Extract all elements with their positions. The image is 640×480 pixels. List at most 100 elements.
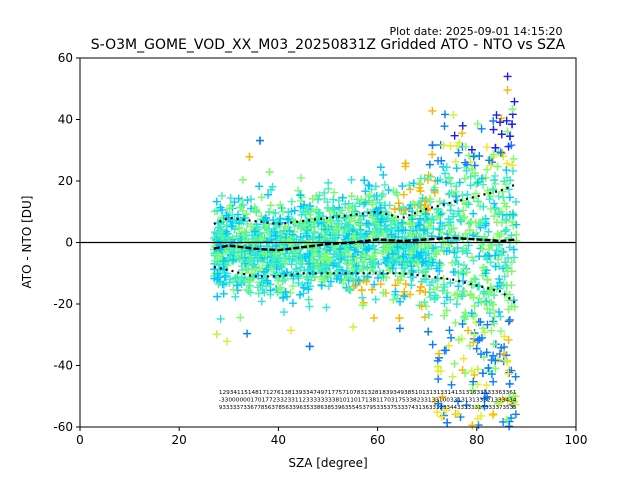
scatter-point [358,293,367,302]
scatter-point [426,172,435,181]
scatter-point [288,282,297,291]
scatter-point [494,250,503,259]
scatter-point [461,158,470,167]
x-tick-label: 60 [370,433,385,447]
scatter-point [490,171,499,180]
scatter-point [500,272,509,281]
scatter-point [369,313,378,322]
scatter-point [330,205,339,214]
scatter-point [219,257,228,266]
scatter-point [368,228,377,237]
scatter-point [491,204,500,213]
scatter-point [459,354,468,363]
scatter-point [452,164,461,173]
scatter-point [321,244,330,253]
scatter-point [467,217,476,226]
scatter-point [421,288,430,297]
scatter-point [453,397,462,406]
scatter-point [474,197,483,206]
scatter-point [401,159,410,168]
scatter-point [442,306,451,315]
scatter-point [496,118,505,127]
scatter-point [424,310,433,319]
scatter-point [260,288,269,297]
scatter-point [286,326,295,335]
scatter-point [290,206,299,215]
scatter-point [496,327,505,336]
scatter-point [333,267,342,276]
scatter-point [451,192,460,201]
scatter-point [348,264,357,273]
scatter-point [458,121,467,130]
scatter-point [275,256,284,265]
scatter-point [350,216,359,225]
scatter-point [440,299,449,308]
scatter-point [390,216,399,225]
scatter-point [491,179,500,188]
scatter-point [392,258,401,267]
scatter-point [489,117,498,125]
scatter-point [468,253,477,262]
scatter-point [482,381,491,390]
scatter-point [509,210,518,219]
scatter-point [243,329,252,338]
stats-row: -330000001701772332331123333333381011017… [219,398,517,404]
scatter-point [416,282,425,291]
scatter-point [481,173,490,182]
scatter-point [505,393,514,402]
scatter-point [479,287,488,296]
scatter-point [502,261,511,270]
scatter-point [480,402,489,411]
scatter-point [415,221,424,230]
scatter-point [341,228,350,237]
scatter-point [470,169,479,178]
scatter-point [504,317,513,326]
scatter-point [503,415,512,424]
scatter-point [440,311,449,320]
scatter-point [448,372,457,381]
scatter-point [491,251,500,260]
scatter-point [437,402,446,411]
scatter-point [262,237,271,246]
scatter-point [421,267,430,276]
scatter-point [430,185,439,194]
scatter-point [372,211,381,220]
scatter-point [336,245,345,253]
scatter-point [471,189,480,198]
scatter-point [250,227,259,236]
scatter-point [330,188,339,197]
scatter-point [432,205,441,214]
scatter-point [485,195,494,204]
scatter-point [493,162,502,171]
scatter-point [420,216,429,225]
scatter-point [415,286,424,295]
scatter-point [430,187,439,196]
scatter-point [272,223,281,232]
scatter-point [494,209,503,218]
scatter-point [238,248,247,257]
scatter-point [507,267,516,276]
scatter-point [437,260,446,269]
scatter-point [399,190,408,199]
scatter-point [425,281,434,290]
scatter-point [470,274,479,283]
scatter-point [383,226,392,235]
scatter-point [368,200,377,209]
stats-row: 9333337336778563785633963533863853963554… [219,405,517,411]
scatter-point [444,341,453,350]
scatter-point [415,251,424,260]
scatter-point [414,242,423,251]
scatter-point [464,326,473,335]
scatter-point [265,168,274,177]
scatter-point [376,280,385,289]
scatter-point [490,291,499,300]
scatter-point [424,222,433,231]
scatter-point [223,337,232,346]
scatter-point [413,259,422,268]
scatter-point [338,193,347,202]
scatter-point [490,199,499,208]
scatter-point [250,266,259,275]
scatter-point [366,264,375,273]
scatter-point [370,192,379,201]
